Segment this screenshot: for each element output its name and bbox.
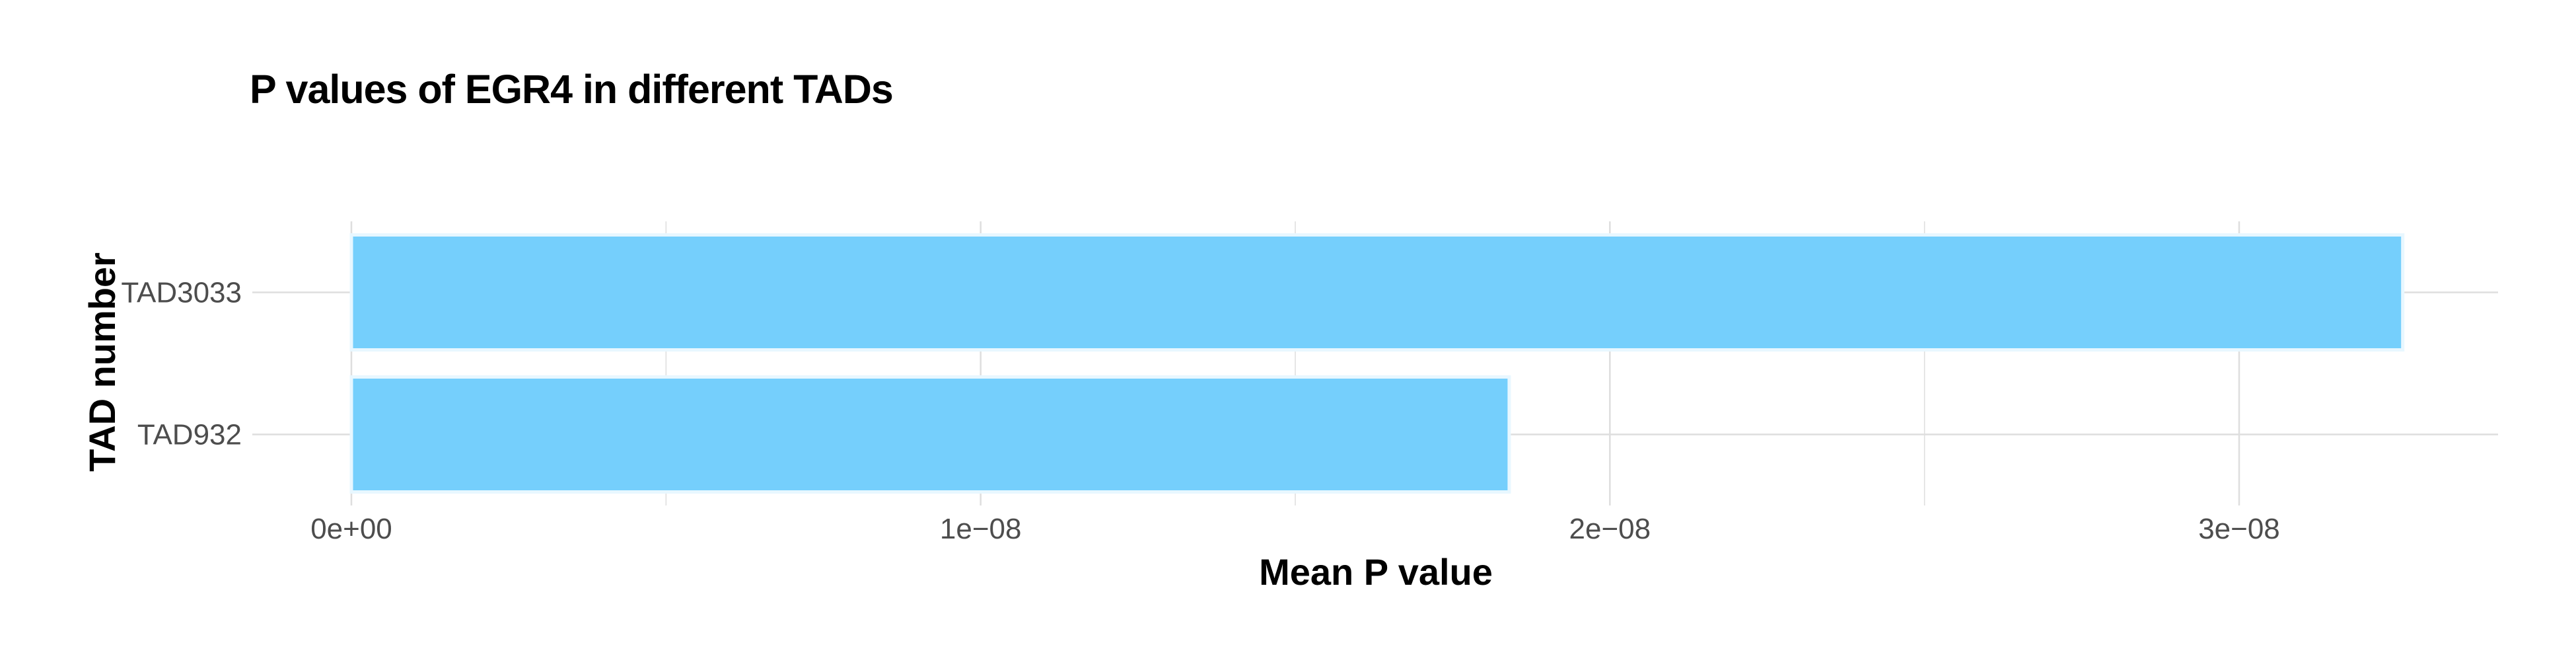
bar-tad932 <box>349 375 1511 494</box>
bars <box>349 233 2405 494</box>
x-tick-label: 2e−08 <box>1569 513 1651 545</box>
x-tick-label: 0e+00 <box>310 513 392 545</box>
x-axis-title: Mean P value <box>1259 551 1493 593</box>
x-tick-label: 1e−08 <box>940 513 1022 545</box>
y-axis-title: TAD number <box>81 252 123 472</box>
x-tick-label: 3e−08 <box>2198 513 2280 545</box>
y-tick-labels: TAD932 TAD3033 <box>121 277 242 451</box>
y-tick-label: TAD3033 <box>121 277 242 309</box>
chart-title: P values of EGR4 in different TADs <box>250 67 894 112</box>
y-tick-label: TAD932 <box>137 419 242 451</box>
x-tick-labels: 0e+00 1e−08 2e−08 3e−08 <box>310 513 2280 545</box>
bar-tad3033 <box>349 233 2405 352</box>
